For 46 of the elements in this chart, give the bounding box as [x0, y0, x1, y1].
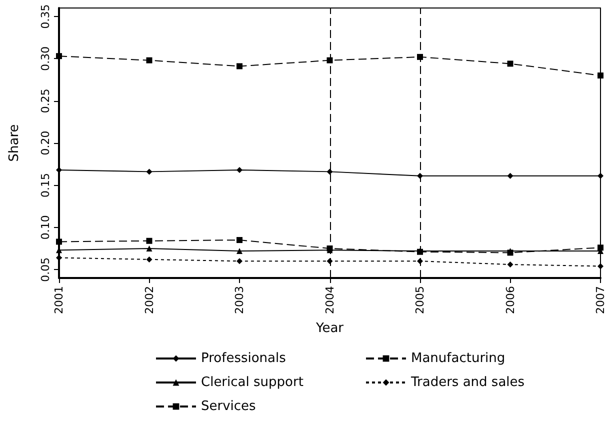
x-tick-label: 2002: [142, 286, 156, 314]
x-tick-label: 2007: [594, 286, 606, 314]
point: [236, 63, 242, 70]
y-axis-title: Share: [7, 124, 22, 162]
x-tick-label: 2005: [414, 286, 426, 314]
point: [598, 244, 604, 251]
point: [146, 238, 152, 244]
point: [146, 168, 152, 175]
point: [146, 57, 152, 64]
x-axis-title: Year: [314, 320, 344, 336]
point: [236, 237, 242, 244]
y-tick-label: 0.25: [39, 88, 52, 114]
x-tick-label: 2003: [233, 286, 246, 314]
point: [507, 172, 514, 179]
point: [326, 57, 333, 64]
point: [146, 245, 152, 252]
point: [417, 54, 423, 60]
point: [236, 167, 242, 173]
y-tick-label: 0.05: [39, 257, 52, 282]
point: [326, 168, 333, 175]
y-tick-label: 0.35: [39, 4, 52, 29]
point: [417, 172, 423, 179]
point: [236, 258, 242, 264]
legend-label: Professionals: [201, 351, 286, 366]
point: [598, 263, 604, 270]
point: [236, 248, 242, 254]
point: [598, 172, 604, 179]
point: [417, 258, 423, 264]
x-tick-label: 2006: [504, 286, 517, 314]
y-tick-label: 0.15: [39, 172, 52, 198]
legend-label: Traders and sales: [410, 375, 525, 390]
y-tick-label: 0.10: [39, 215, 52, 240]
point: [56, 238, 62, 245]
legend-label: Clerical support: [201, 375, 304, 390]
point: [507, 262, 514, 268]
point: [598, 72, 604, 78]
legend-label: Services: [201, 399, 256, 414]
point: [146, 256, 152, 262]
legend-label: Manufacturing: [411, 351, 506, 366]
point: [326, 258, 333, 264]
point: [507, 60, 514, 67]
y-tick-label: 0.20: [39, 130, 52, 156]
x-tick-label: 2004: [323, 286, 336, 314]
point: [56, 53, 62, 60]
y-tick-label: 0.30: [39, 46, 52, 71]
x-tick-label: 2001: [52, 286, 66, 314]
